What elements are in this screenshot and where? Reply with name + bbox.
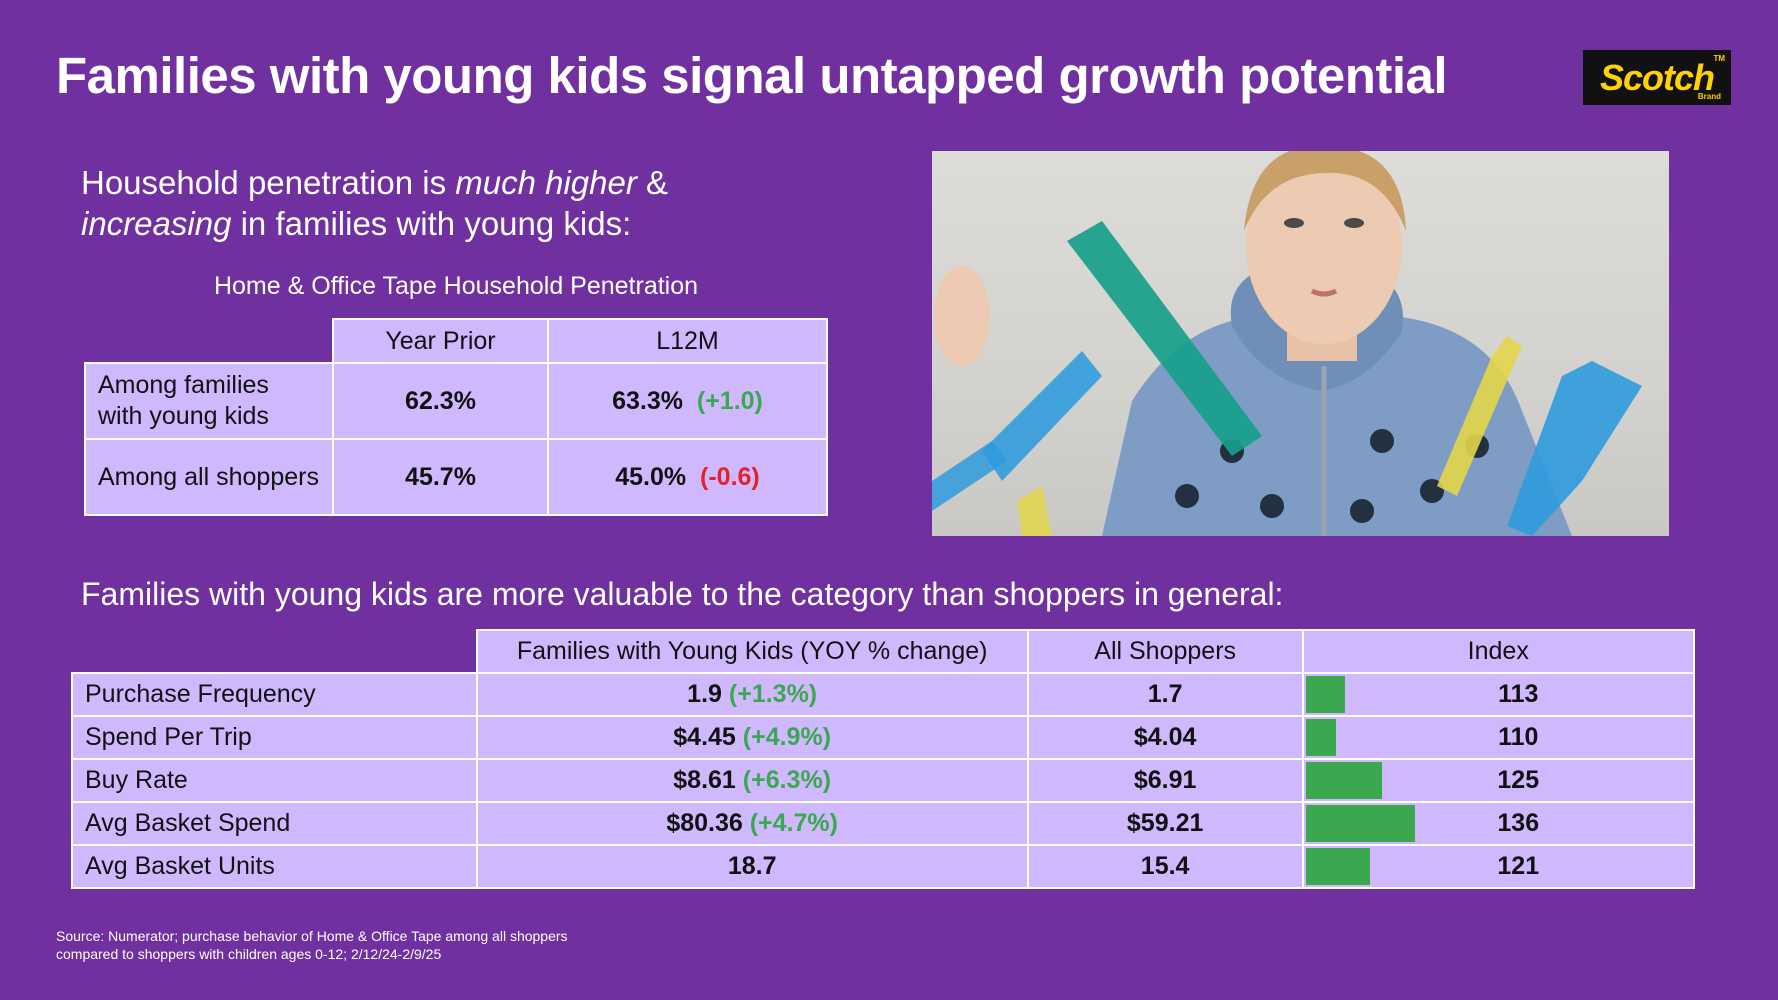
year-prior-value: 45.7% <box>332 438 549 516</box>
penetration-subheading: Household penetration is much higher & i… <box>81 162 781 244</box>
header-all-shoppers: All Shoppers <box>1026 629 1304 674</box>
scotch-logo: Scotch TM Brand <box>1583 50 1731 105</box>
families-value: $80.36 <box>666 809 743 837</box>
penetration-table-caption: Home & Office Tape Household Penetration <box>213 272 699 300</box>
logo-brand: Brand <box>1697 92 1721 101</box>
table-row: Purchase Frequency 1.9 (+1.3%) 1.7 113 <box>71 672 1696 717</box>
families-cell: $4.45 (+4.9%) <box>475 715 1029 760</box>
index-bar <box>1305 848 1370 885</box>
source-footnote: Source: Numerator; purchase behavior of … <box>56 928 568 962</box>
index-cell: 121 <box>1301 844 1696 889</box>
metric-label: Avg Basket Spend <box>71 801 478 846</box>
index-value: 125 <box>1497 766 1540 794</box>
header-families: Families with Young Kids (YOY % change) <box>475 629 1029 674</box>
index-bar <box>1305 762 1382 799</box>
metric-label: Spend Per Trip <box>71 715 478 760</box>
families-cell: 18.7 <box>475 844 1029 889</box>
table-row: Among families with young kids 62.3% 63.… <box>84 362 829 440</box>
families-value: $8.61 <box>673 766 736 794</box>
index-value: 121 <box>1497 852 1540 880</box>
families-cell: $8.61 (+6.3%) <box>475 758 1029 803</box>
all-shoppers-value: 15.4 <box>1026 844 1304 889</box>
yoy-change: (+6.3%) <box>742 766 832 794</box>
subhead-text-2: & <box>636 164 669 201</box>
l12m-value: 45.0% <box>615 462 687 491</box>
l12m-cell: 63.3% (+1.0) <box>546 362 829 440</box>
header-blank-cell <box>72 630 478 674</box>
index-bar <box>1305 719 1337 756</box>
subhead-emphasis-1: much higher <box>455 164 637 201</box>
l12m-change: (+1.0) <box>696 386 763 415</box>
l12m-cell: 45.0% (-0.6) <box>546 438 829 516</box>
all-shoppers-value: $4.04 <box>1026 715 1304 760</box>
logo-tm: TM <box>1713 54 1725 63</box>
header-index: Index <box>1301 629 1696 674</box>
index-bar <box>1305 676 1346 713</box>
all-shoppers-value: $59.21 <box>1026 801 1304 846</box>
index-cell: 136 <box>1301 801 1696 846</box>
all-shoppers-value: 1.7 <box>1026 672 1304 717</box>
table-row: Avg Basket Spend $80.36 (+4.7%) $59.21 1… <box>71 801 1696 846</box>
table-row: Buy Rate $8.61 (+6.3%) $6.91 125 <box>71 758 1696 803</box>
index-cell: 113 <box>1301 672 1696 717</box>
subhead-emphasis-2: increasing <box>81 205 232 242</box>
index-cell: 125 <box>1301 758 1696 803</box>
index-value: 136 <box>1497 809 1540 837</box>
logo-text: Scotch <box>1599 56 1715 98</box>
index-cell: 110 <box>1301 715 1696 760</box>
table-row: Among all shoppers 45.7% 45.0% (-0.6) <box>84 438 829 516</box>
metric-label: Avg Basket Units <box>71 844 478 889</box>
header-l12m: L12M <box>546 318 829 364</box>
l12m-change: (-0.6) <box>700 462 760 491</box>
yoy-change: (+1.3%) <box>728 680 818 708</box>
families-value: 1.9 <box>687 680 722 708</box>
photo-illustration <box>932 151 1642 536</box>
table-header-row: Year Prior L12M <box>85 318 829 364</box>
page-title: Families with young kids signal untapped… <box>56 47 1448 104</box>
year-prior-value: 62.3% <box>332 362 549 440</box>
metric-label: Buy Rate <box>71 758 478 803</box>
shopper-metrics-table: Families with Young Kids (YOY % change) … <box>71 629 1696 889</box>
families-cell: $80.36 (+4.7%) <box>475 801 1029 846</box>
header-blank-cell <box>85 319 334 364</box>
row-label: Among all shoppers <box>84 438 334 516</box>
metric-label: Purchase Frequency <box>71 672 478 717</box>
families-value: 18.7 <box>727 852 777 880</box>
index-value: 110 <box>1498 723 1539 751</box>
table-row: Spend Per Trip $4.45 (+4.9%) $4.04 110 <box>71 715 1696 760</box>
header-year-prior: Year Prior <box>332 318 549 364</box>
l12m-value: 63.3% <box>612 386 683 415</box>
families-value: $4.45 <box>673 723 736 751</box>
yoy-change: (+4.7%) <box>749 809 838 837</box>
subhead-text-3: in families with young kids: <box>231 205 632 242</box>
child-with-tape-photo <box>932 151 1669 536</box>
table-row: Avg Basket Units 18.7 15.4 121 <box>71 844 1696 889</box>
families-cell: 1.9 (+1.3%) <box>475 672 1029 717</box>
table-header-row: Families with Young Kids (YOY % change) … <box>72 629 1696 674</box>
all-shoppers-value: $6.91 <box>1026 758 1304 803</box>
index-value: 113 <box>1498 680 1539 708</box>
row-label: Among families with young kids <box>84 362 334 440</box>
subhead-text-1: Household penetration is <box>81 164 456 201</box>
index-bar <box>1305 805 1416 842</box>
penetration-table: Year Prior L12M Among families with youn… <box>84 318 829 516</box>
yoy-change: (+4.9%) <box>742 723 832 751</box>
value-subheading: Families with young kids are more valuab… <box>81 576 1284 612</box>
